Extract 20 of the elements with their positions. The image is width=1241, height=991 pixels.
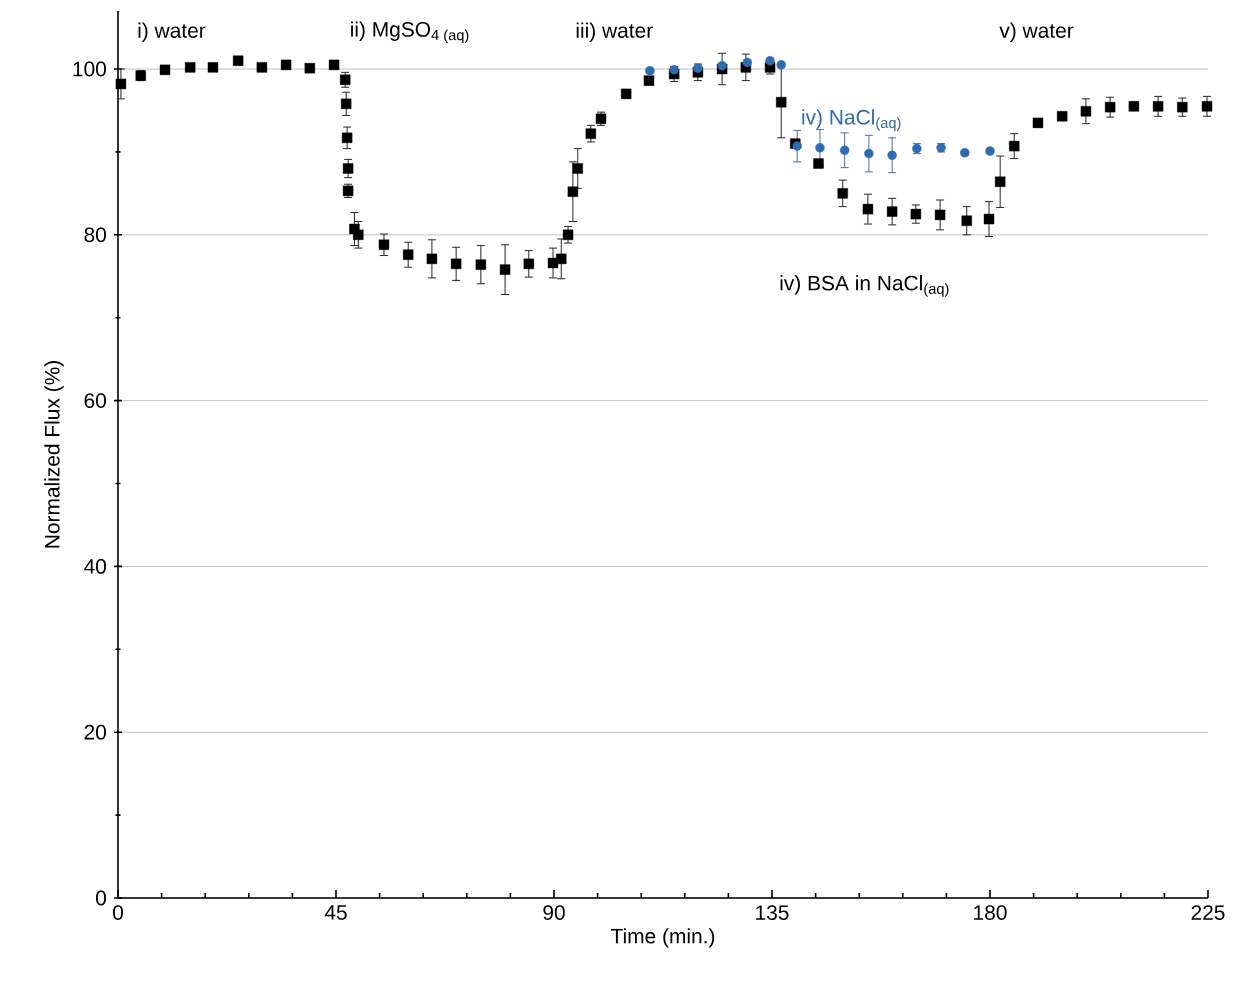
- y-tick-label: 40: [84, 559, 106, 574]
- y-tick-label: 0: [96, 890, 107, 906]
- y-axis-title: Normalized Flux (%): [44, 361, 64, 548]
- y-tick-label: 20: [84, 724, 106, 740]
- text: iv) BSA in NaCl$_{(aq)}$: [780, 275, 949, 297]
- annotation: i) water: [138, 22, 206, 43]
- series-label: iv) NaCl$_{(aq)}$: [802, 109, 901, 131]
- x-tick-label: 225: [1191, 905, 1225, 920]
- x-tick-label: 135: [756, 905, 789, 920]
- x-axis-title: Time (min.): [610, 928, 715, 948]
- y-tick-label: 60: [84, 393, 106, 409]
- x-tick-label: 180: [974, 905, 1007, 920]
- x-tick-label: 0: [113, 905, 123, 920]
- x-tick-label: 90: [543, 905, 565, 920]
- annotation: ii) MgSO$_{4 (aq)}$: [351, 21, 469, 44]
- x-tick-label: 45: [324, 905, 347, 920]
- y-tick-label: 80: [84, 227, 106, 243]
- y-tick-label: 100: [73, 61, 106, 77]
- annotation: iii) water: [576, 22, 653, 43]
- annotation: v) water: [999, 22, 1074, 43]
